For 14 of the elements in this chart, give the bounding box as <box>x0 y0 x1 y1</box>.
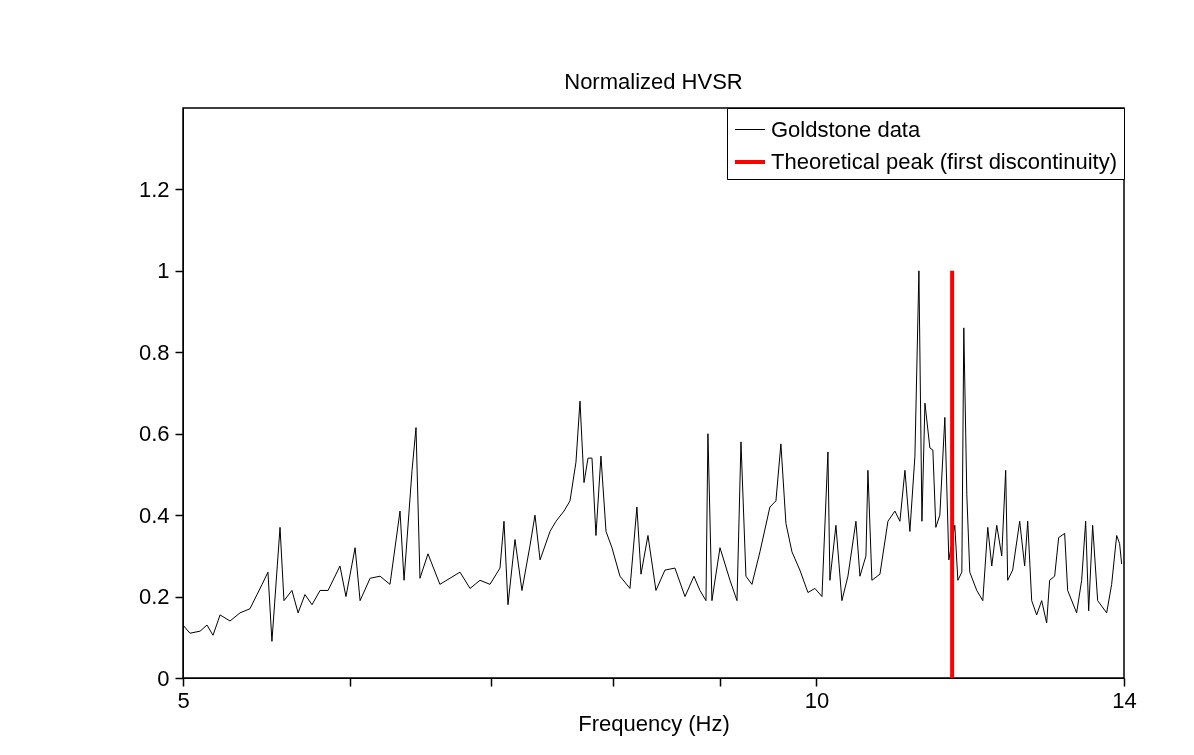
chart-title: Normalized HVSR <box>564 68 743 94</box>
y-tick-label: 1 <box>157 258 170 284</box>
y-tick-label: 0.4 <box>138 502 170 528</box>
y-tick-label: 0.6 <box>138 421 170 447</box>
legend-label: Goldstone data <box>771 116 921 142</box>
x-tick-label: 14 <box>1112 687 1137 713</box>
legend-label: Theoretical peak (first discontinuity) <box>771 149 1118 174</box>
x-tick-label: 10 <box>804 687 830 713</box>
y-tick-label: 0.2 <box>138 584 170 610</box>
y-tick-label: 0.8 <box>138 339 170 365</box>
x-axis-title: Frequency (Hz) <box>578 710 730 736</box>
y-tick-label: 0 <box>157 665 170 691</box>
y-tick-label: 1.2 <box>138 176 170 202</box>
x-tick-label: 5 <box>177 687 190 713</box>
